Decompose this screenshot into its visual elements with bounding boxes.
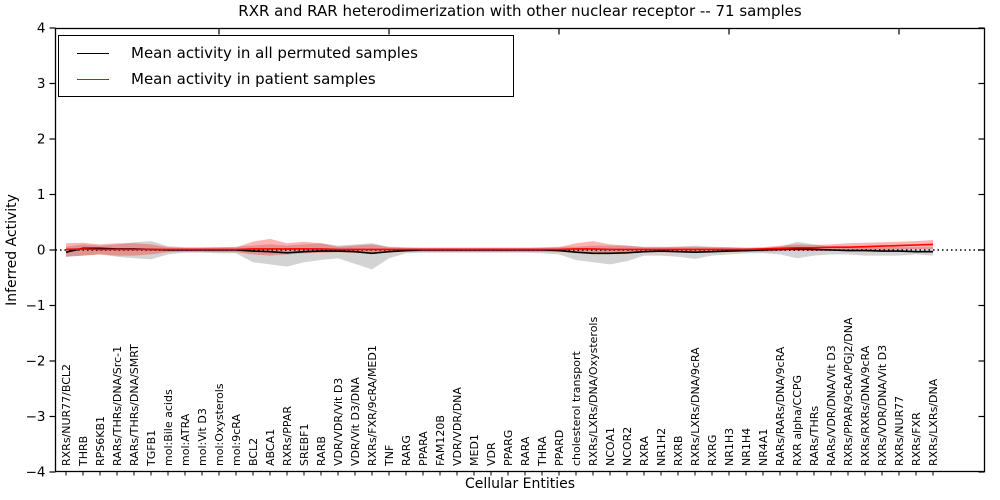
y-tick-label: −1 [26,298,46,314]
legend: Mean activity in all permuted samples Mea… [58,35,514,97]
x-tick-label: TNF [383,445,396,467]
x-tick-label: RXRs/RXRs/DNA/9cRA [859,345,872,466]
x-tick-label: FAM120B [434,415,447,466]
legend-entry: Mean activity in all permuted samples [77,44,513,62]
x-tick-label: SREBF1 [298,424,311,466]
x-tick-label: MED1 [468,434,481,466]
x-tick-label: RXR alpha/CCPG [791,375,804,466]
x-tick-label: NCOA1 [604,427,617,466]
x-tick-label: RXRs/FXR/9cRA/MED1 [366,345,379,466]
y-tick-label: −4 [26,465,46,481]
x-tick-label: PPARD [553,430,566,466]
x-tick-label: VDR/VDR/DNA [451,387,464,466]
x-axis-label: Cellular Entities [464,476,576,492]
x-tick-label: RXRs/LXRs/DNA/9cRA [689,347,702,466]
x-tick-label: PPARA [417,431,430,466]
y-tick-label: 3 [37,76,46,92]
x-tick-label: RXRs/LXRs/DNA/Oxysterols [587,317,600,466]
legend-label: Mean activity in patient samples [131,70,376,88]
x-tick-label: RXRA [638,436,651,466]
x-tick-label: VDR/Vit D3/DNA [349,377,362,466]
x-tick-label: RXRs/NUR77/BCL2 [60,364,73,466]
x-tick-label: RXRs/VDR/DNA/Vit D3 [876,345,889,466]
y-tick-label: 0 [37,243,46,259]
x-tick-label: mol:ATRA [179,413,192,466]
x-tick-label: RXRB [672,436,685,466]
x-tick-label: RARG [400,435,413,466]
x-tick-label: BCL2 [247,438,260,466]
legend-line-sample [77,78,109,80]
x-tick-label: RARs/THRs/DNA/SMRT [128,344,141,466]
x-tick-label: mol:Bile acids [162,389,175,466]
x-tick-label: mol:Oxysterols [213,383,226,466]
x-tick-label: RXRs/FXR [910,412,923,466]
x-tick-label: NR1H2 [655,428,668,466]
x-tick-label: PPARG [502,430,515,466]
x-tick-label: NR4A1 [757,429,770,466]
x-tick-label: RARs/VDR/DNA/Vit D3 [825,345,838,466]
x-tick-label: RXRs/NUR77 [893,396,906,466]
x-tick-label: cholesterol transport [570,351,583,466]
y-tick-label: 1 [37,187,46,203]
x-tick-label: THRB [77,436,90,467]
x-tick-label: mol:Vit D3 [196,408,209,466]
x-tick-label: RARA [519,436,532,466]
x-tick-label: RARB [315,436,328,466]
legend-label: Mean activity in all permuted samples [131,44,418,62]
x-tick-label: NR1H4 [740,428,753,466]
x-tick-label: RPS6KB1 [94,416,107,466]
x-tick-label: VDR/VDR/Vit D3 [332,378,345,466]
x-tick-label: THRA [536,436,549,467]
x-tick-label: RARs/RARs/DNA/9cRA [774,346,787,466]
chart-title: RXR and RAR heterodimerization with othe… [238,2,802,20]
legend-line-sample [77,52,109,54]
y-tick-label: 4 [37,21,46,37]
y-axis-label: Inferred Activity [4,194,20,306]
x-tick-label: RXRs/LXRs/DNA [927,378,940,466]
legend-entry: Mean activity in patient samples [77,70,513,88]
y-tick-label: −2 [26,354,46,370]
x-tick-label: RXRs/PPAR [281,406,294,466]
x-tick-label: RARs/THRs [808,406,821,466]
x-tick-label: NCOR2 [621,427,634,466]
x-tick-label: TGFB1 [145,430,158,467]
y-tick-label: −3 [26,409,46,425]
x-tick-label: RXRG [706,435,719,466]
x-tick-label: RARs/THRs/DNA/Src-1 [111,346,124,466]
y-tick-label: 2 [37,132,46,148]
x-tick-label: mol:9cRA [230,414,243,466]
x-tick-label: ABCA1 [264,429,277,466]
mean-line [65,243,934,251]
x-tick-label: VDR [485,442,498,466]
x-tick-label: RXRs/PPAR/9cRA/PGJ2/DNA [842,317,855,466]
x-tick-label: NR1H3 [723,428,736,466]
